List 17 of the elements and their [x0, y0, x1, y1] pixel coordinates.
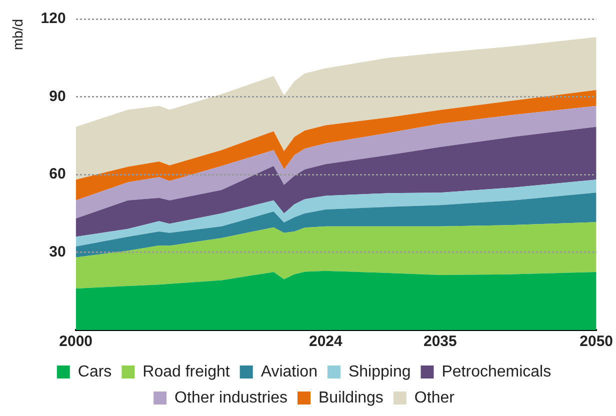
y-tick-label: 30 [49, 243, 66, 260]
x-tick-label: 2024 [308, 333, 343, 350]
legend-label: Other industries [174, 389, 288, 406]
y-tick-label: 120 [40, 10, 66, 28]
legend-label: Cars [78, 363, 112, 380]
legend-label: Road freight [142, 363, 230, 380]
legend-label: Buildings [318, 389, 384, 406]
legend-label: Petrochemicals [442, 363, 552, 380]
x-tick-label: 2035 [423, 333, 457, 350]
legend-label: Shipping [348, 363, 411, 380]
x-tick-label: 2050 [580, 333, 614, 350]
y-axis-title: mb/d [9, 19, 26, 50]
y-tick-label: 90 [49, 88, 66, 105]
y-tick-label: 60 [49, 166, 66, 183]
legend-label: Aviation [260, 363, 318, 380]
legend-label: Other [414, 389, 456, 406]
x-tick-label: 2000 [59, 333, 93, 350]
